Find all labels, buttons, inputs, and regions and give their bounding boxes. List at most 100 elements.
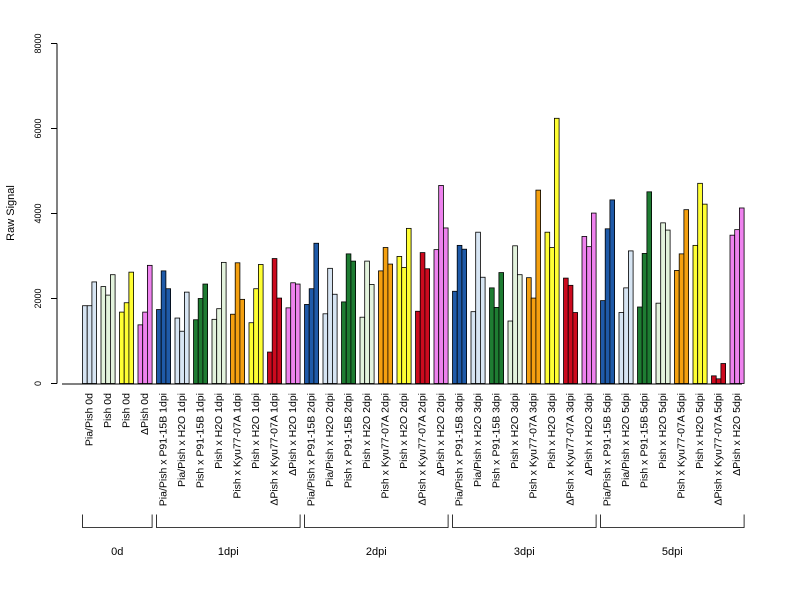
- bar: [271, 258, 278, 384]
- y-axis-label: Raw Signal: [5, 185, 17, 241]
- x-tick-label: Pia/Pish x P91-15B 1dpi: [158, 393, 170, 506]
- bar: [572, 312, 579, 384]
- x-tick-label: Pish x Kyu77-07A 5dpi: [676, 393, 688, 499]
- bar: [637, 306, 643, 384]
- bar: [479, 276, 486, 384]
- x-tick-label: ΔPish x H2O 1dpi: [287, 393, 299, 476]
- x-tick-label: Pia/Pish x H2O 3dpi: [472, 393, 484, 487]
- bar: [419, 252, 426, 384]
- bar: [415, 310, 421, 384]
- x-tick-label: Pia/Pish 0d: [84, 393, 96, 446]
- group-bracket: [156, 514, 301, 528]
- bar: [322, 313, 329, 384]
- x-tick-label: ΔPish x Kyu77-07A 5dpi: [713, 393, 725, 506]
- bar: [702, 203, 708, 384]
- bar: [452, 290, 458, 384]
- bar: [137, 324, 144, 384]
- x-tick-label: ΔPish x H2O 2dpi: [435, 393, 447, 476]
- bar: [618, 312, 625, 384]
- x-tick-label: Pish x H2O 5dpi: [694, 393, 706, 469]
- bar: [678, 253, 685, 384]
- bar: [202, 283, 208, 384]
- bar: [183, 291, 190, 384]
- bar: [567, 284, 574, 384]
- bar: [442, 227, 449, 384]
- bar: [123, 302, 130, 384]
- bar: [674, 270, 680, 384]
- bar: [405, 227, 412, 384]
- group-label: 1dpi: [218, 546, 239, 558]
- bar: [396, 256, 403, 384]
- bar: [517, 274, 523, 384]
- bar: [646, 191, 653, 384]
- x-tick-label: ΔPish x Kyu77-07A 2dpi: [417, 393, 429, 506]
- group-label: 0d: [111, 546, 123, 558]
- bar: [308, 288, 315, 384]
- bar: [276, 297, 282, 384]
- x-tick-label: Pia/Pish x P91-15B 5dpi: [602, 393, 614, 506]
- bar: [609, 199, 616, 384]
- bar: [623, 287, 629, 384]
- bar: [493, 307, 500, 384]
- bar: [350, 260, 356, 384]
- bar: [331, 293, 338, 384]
- bar: [91, 281, 98, 384]
- x-tick-label: Pish x H2O 3dpi: [509, 393, 521, 469]
- bar: [105, 294, 111, 384]
- bar: [211, 318, 218, 384]
- x-tick-label: ΔPish x H2O 3dpi: [583, 393, 595, 476]
- bar: [142, 311, 148, 384]
- bar: [220, 261, 227, 384]
- bar: [424, 268, 430, 384]
- bar: [378, 270, 384, 384]
- bar: [257, 264, 264, 384]
- x-tick-label: Pish 0d: [121, 393, 133, 428]
- bar: [294, 283, 301, 384]
- bar: [290, 282, 296, 384]
- bar: [526, 277, 532, 384]
- bar: [600, 300, 606, 384]
- bar: [248, 322, 255, 384]
- bar: [230, 313, 236, 384]
- x-tick-label: Pish x H2O 1dpi: [250, 393, 262, 469]
- y-tick-label: 2000: [33, 288, 43, 308]
- bar: [364, 260, 370, 384]
- x-tick-label: Pish x H2O 2dpi: [361, 393, 373, 469]
- bar: [604, 228, 611, 384]
- bar: [304, 304, 310, 384]
- bar: [641, 253, 648, 384]
- bar: [313, 242, 319, 384]
- group-label: 2dpi: [366, 546, 387, 558]
- bar: [628, 250, 634, 384]
- bar: [739, 207, 745, 384]
- bar: [734, 229, 740, 384]
- bar: [697, 182, 703, 384]
- group-bracket: [452, 514, 597, 528]
- group-label: 3dpi: [514, 546, 535, 558]
- bar: [285, 307, 292, 384]
- x-tick-label: Pish x Kyu77-07A 2dpi: [380, 393, 392, 499]
- bar: [216, 308, 222, 384]
- bar: [489, 287, 495, 384]
- bar: [193, 319, 199, 384]
- x-tick-label: Pia/Pish x P91-15B 3dpi: [454, 393, 466, 506]
- x-tick-label: Pia/Pish x H2O 2dpi: [324, 393, 336, 487]
- bar: [683, 209, 690, 384]
- bar: [475, 231, 481, 384]
- bar: [498, 272, 504, 384]
- group-bracket: [600, 514, 745, 528]
- bar: [82, 305, 88, 384]
- bar: [197, 298, 204, 384]
- bar: [586, 246, 592, 384]
- bar: [729, 234, 736, 384]
- bar: [128, 271, 134, 384]
- x-tick-label: Pish x Kyu77-07A 1dpi: [232, 393, 244, 499]
- group-bracket: [82, 514, 153, 528]
- bar: [711, 375, 717, 384]
- bar: [549, 247, 555, 384]
- bar: [234, 262, 241, 384]
- y-tick-label: 6000: [33, 118, 43, 138]
- bar: [470, 311, 477, 384]
- bar: [456, 244, 463, 384]
